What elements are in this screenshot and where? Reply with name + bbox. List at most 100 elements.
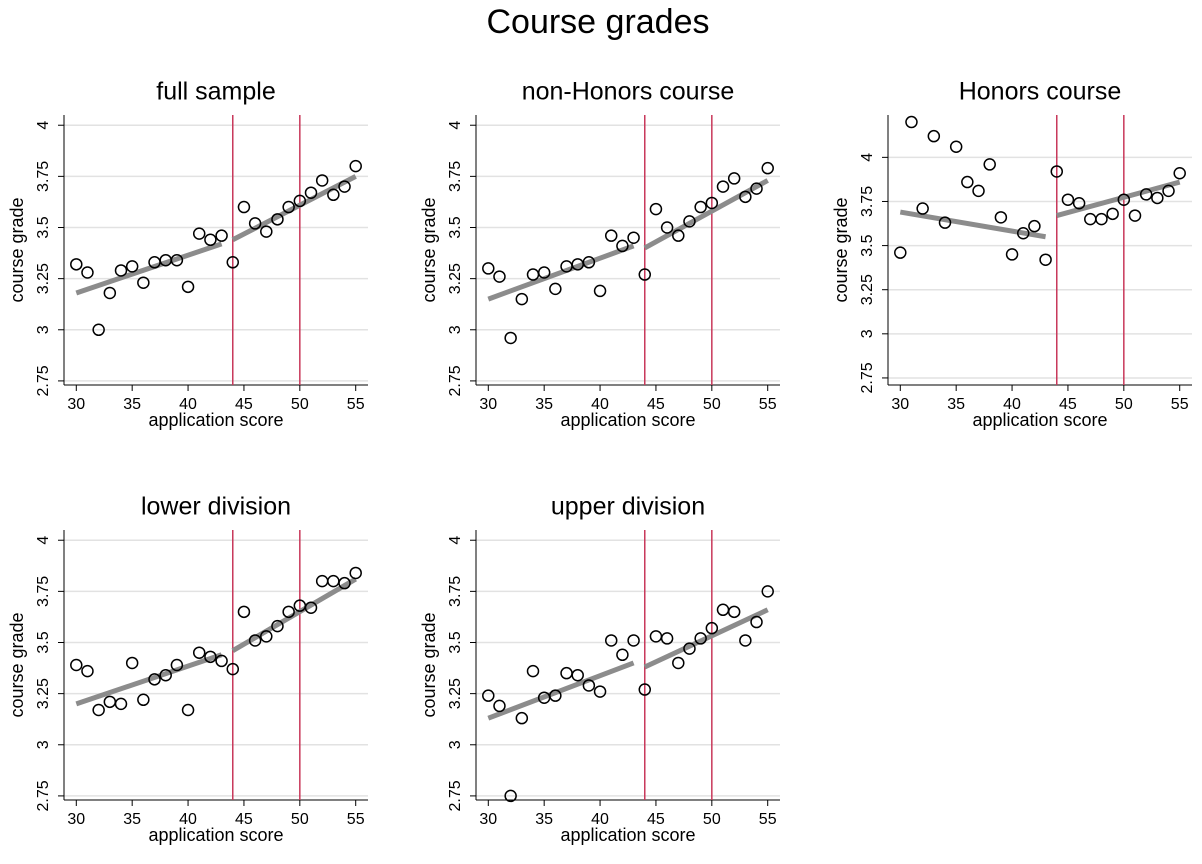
data-point: [750, 615, 763, 629]
y-tick-label: 3.5: [35, 216, 52, 238]
data-point: [1016, 226, 1030, 240]
y-tick-label: 4: [447, 536, 464, 545]
data-point: [582, 256, 596, 269]
data-point: [181, 280, 195, 294]
x-tick-label: 35: [535, 396, 553, 413]
data-point: [70, 658, 83, 672]
y-tick-label: 2.75: [447, 780, 464, 811]
data-point: [260, 630, 273, 643]
data-point: [627, 231, 640, 244]
data-point: [137, 693, 150, 707]
x-tick-label: 50: [291, 811, 309, 828]
panel: non-Honors course 2.75 3 3.25 3.5 3.75 4 30 35 40…: [419, 78, 780, 430]
x-tick-label: 50: [703, 396, 721, 413]
y-tick-label: 3.25: [447, 263, 464, 294]
data-point: [705, 196, 719, 210]
data-point: [649, 202, 663, 216]
data-point: [994, 211, 1008, 224]
data-point: [1139, 188, 1153, 201]
data-point: [616, 239, 629, 253]
data-point: [905, 115, 918, 129]
data-point: [727, 172, 741, 185]
x-tick-label: 55: [759, 396, 777, 413]
y-tick-label: 3.5: [859, 234, 876, 256]
y-axis-label: course grade: [7, 612, 27, 717]
data-point: [315, 574, 329, 588]
data-point: [81, 664, 94, 678]
y-tick-label: 3.25: [447, 678, 464, 709]
data-point: [103, 286, 117, 300]
data-point: [1106, 207, 1119, 221]
data-point: [649, 630, 663, 643]
data-point: [192, 227, 206, 240]
y-tick-label: 3.25: [35, 263, 52, 294]
data-point: [304, 186, 318, 199]
data-point: [716, 180, 730, 193]
data-point: [683, 642, 696, 655]
y-tick-label: 3: [859, 329, 876, 338]
x-axis-label: application score: [560, 825, 695, 845]
data-point: [349, 566, 362, 580]
fit-line: [487, 660, 635, 721]
data-point: [761, 161, 774, 175]
data-point: [204, 233, 217, 247]
data-point: [638, 268, 652, 281]
data-point: [504, 331, 517, 345]
x-tick-label: 40: [179, 396, 197, 413]
data-point: [1151, 191, 1164, 205]
data-point: [125, 656, 139, 670]
data-point: [537, 266, 551, 279]
data-point: [1128, 209, 1142, 222]
x-axis-label: application score: [148, 825, 283, 845]
panel: lower division 2.75 3 3.25 3.5 3.75 4 30 35 40 45 5…: [7, 493, 368, 845]
y-tick-label: 3: [447, 740, 464, 749]
data-point: [271, 619, 284, 633]
x-tick-label: 50: [703, 811, 721, 828]
y-axis-label: course grade: [7, 197, 27, 302]
data-point: [1061, 193, 1075, 206]
data-point: [493, 270, 506, 283]
data-point: [694, 200, 707, 214]
x-tick-label: 30: [479, 811, 497, 828]
data-point: [739, 634, 752, 647]
data-point: [248, 217, 262, 230]
y-tick-label: 2.75: [859, 362, 876, 393]
y-tick-label: 3: [447, 325, 464, 334]
data-point: [103, 695, 117, 709]
data-point: [560, 666, 573, 680]
y-tick-label: 4: [35, 536, 52, 545]
data-point: [694, 632, 707, 645]
x-tick-label: 30: [479, 396, 497, 413]
data-point: [515, 711, 529, 725]
x-tick-label: 35: [947, 396, 965, 413]
x-tick-label: 55: [347, 396, 365, 413]
data-point: [526, 664, 540, 678]
data-point: [170, 253, 184, 267]
data-point: [504, 789, 517, 803]
y-tick-label: 3.5: [447, 216, 464, 238]
data-point: [304, 601, 318, 614]
y-tick-label: 3.5: [447, 631, 464, 653]
data-point: [338, 576, 351, 590]
data-point: [761, 585, 774, 598]
data-point: [672, 229, 685, 242]
y-tick-label: 3.25: [35, 678, 52, 709]
data-point: [660, 221, 674, 234]
data-point: [204, 650, 217, 664]
data-point: [938, 216, 952, 229]
data-point: [137, 276, 150, 289]
data-point: [604, 229, 618, 242]
x-tick-label: 30: [67, 396, 85, 413]
data-point: [604, 634, 618, 647]
x-tick-label: 50: [291, 396, 309, 413]
data-point: [627, 634, 640, 647]
y-tick-label: 2.75: [35, 365, 52, 396]
data-point: [70, 258, 83, 271]
data-point: [549, 282, 562, 296]
data-point: [338, 180, 351, 193]
data-point: [894, 246, 907, 259]
data-point: [271, 213, 284, 226]
x-tick-label: 40: [591, 396, 609, 413]
x-tick-label: 45: [235, 811, 253, 828]
y-tick-label: 2.75: [35, 780, 52, 811]
